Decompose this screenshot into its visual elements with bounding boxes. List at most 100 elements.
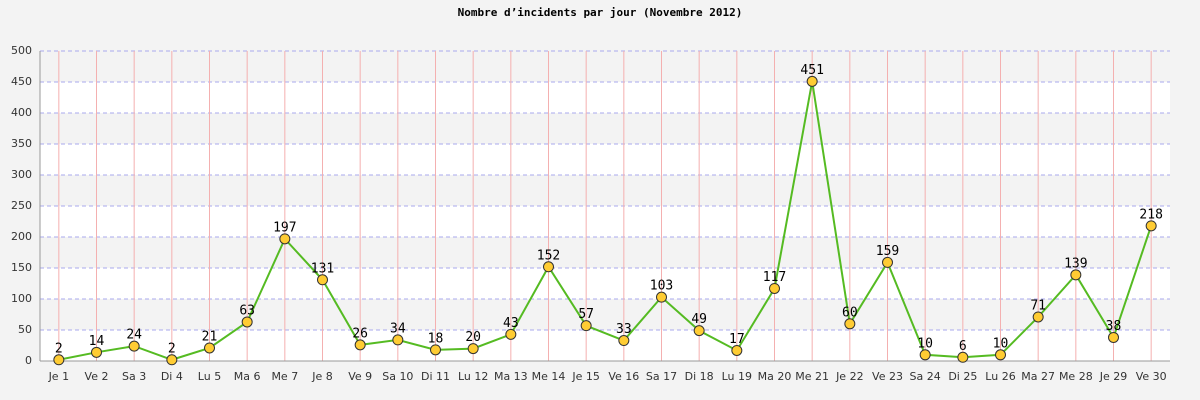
- x-tick-label: Ma 27: [1021, 370, 1055, 383]
- x-tick-label: Ma 13: [494, 370, 528, 383]
- value-label: 10: [993, 336, 1009, 351]
- value-label: 33: [616, 322, 632, 337]
- y-tick-label: 200: [11, 230, 32, 243]
- value-label: 451: [800, 63, 823, 78]
- x-tick-label: Di 25: [948, 370, 977, 383]
- y-tick-label: 50: [18, 323, 32, 336]
- marker: [543, 261, 554, 273]
- x-tick-label: Lu 19: [722, 370, 752, 383]
- value-label: 139: [1064, 256, 1087, 271]
- value-label: 103: [650, 279, 673, 294]
- marker: [618, 335, 630, 347]
- marker: [53, 354, 65, 366]
- plot-band: [40, 51, 1170, 82]
- line: [58, 81, 1153, 361]
- y-tick-label: 300: [11, 168, 32, 181]
- x-tick-label: Sa 10: [382, 370, 413, 383]
- plot-band: [40, 206, 1170, 237]
- x-tick-label: Sa 17: [646, 370, 677, 383]
- y-tick-label: 100: [11, 292, 32, 305]
- marker: [769, 282, 780, 294]
- y-tick-label: 500: [11, 44, 32, 57]
- x-tick-label: Ve 16: [608, 370, 639, 383]
- x-tick-label: Di 18: [685, 370, 714, 383]
- chart-title: Nombre d’incidents par jour (Novembre 20…: [458, 6, 743, 19]
- x-tick-label: Ve 2: [85, 370, 109, 383]
- value-label: 21: [202, 329, 218, 344]
- y-tick-label: 0: [25, 354, 32, 367]
- x-tick-label: Je 1: [48, 370, 70, 383]
- marker: [128, 340, 140, 352]
- x-tick-label: Je 15: [571, 370, 600, 383]
- value-label: 197: [273, 220, 296, 235]
- value-label: 18: [428, 331, 444, 346]
- plot-band: [40, 144, 1170, 175]
- x-tick-label: Me 14: [532, 370, 566, 383]
- x-tick-label: Ve 23: [872, 370, 903, 383]
- marker: [882, 256, 893, 268]
- value-label: 63: [239, 303, 255, 318]
- x-tick-label: Me 7: [271, 370, 298, 383]
- marker: [241, 316, 253, 328]
- y-tick-label: 250: [11, 199, 32, 212]
- x-tick-label: Je 22: [835, 370, 864, 383]
- marker: [580, 320, 592, 332]
- marker: [844, 318, 856, 330]
- marker: [279, 233, 291, 245]
- plot-band: [40, 299, 1170, 330]
- x-tick-label: Je 8: [311, 370, 333, 383]
- x-tick-label: Di 11: [421, 370, 450, 383]
- x-tick-label: Je 29: [1099, 370, 1128, 383]
- marker: [919, 349, 931, 361]
- x-tick-label: Di 4: [161, 370, 183, 383]
- plot-band: [40, 113, 1170, 144]
- value-label: 6: [959, 339, 967, 354]
- plot-band: [40, 268, 1170, 299]
- marker: [995, 349, 1006, 361]
- value-label: 20: [465, 330, 481, 345]
- plot-band: [40, 82, 1170, 113]
- marker: [204, 342, 215, 354]
- value-label: 2: [168, 341, 176, 356]
- marker: [430, 344, 441, 356]
- marker: [467, 343, 479, 355]
- marker: [354, 339, 366, 351]
- x-tick-label: Me 21: [795, 370, 829, 383]
- y-tick-label: 150: [11, 261, 32, 274]
- value-label: 14: [89, 334, 105, 349]
- value-label: 17: [729, 332, 745, 347]
- x-tick-label: Sa 24: [910, 370, 941, 383]
- value-label: 26: [352, 326, 368, 341]
- marker: [91, 346, 102, 358]
- x-tick-label: Lu 5: [198, 370, 221, 383]
- value-label: 49: [691, 312, 707, 327]
- x-tick-label: Ve 30: [1136, 370, 1167, 383]
- y-tick-label: 350: [11, 137, 32, 150]
- x-tick-label: Me 28: [1059, 370, 1093, 383]
- value-label: 60: [842, 305, 858, 320]
- y-tick-label: 450: [11, 75, 32, 88]
- plot-band: [40, 175, 1170, 206]
- marker: [166, 354, 178, 366]
- value-label: 117: [763, 270, 786, 285]
- marker: [693, 325, 705, 337]
- x-tick-label: Ma 6: [234, 370, 261, 383]
- marker: [505, 328, 517, 340]
- plot-band: [40, 237, 1170, 268]
- marker: [317, 274, 328, 286]
- value-label: 131: [311, 261, 334, 276]
- value-label: 24: [126, 328, 142, 343]
- marker: [1070, 269, 1082, 281]
- value-label: 38: [1106, 319, 1122, 334]
- marker: [656, 291, 667, 303]
- value-label: 152: [537, 248, 560, 263]
- value-label: 43: [503, 316, 519, 331]
- value-label: 10: [917, 336, 933, 351]
- marker: [1145, 220, 1157, 232]
- value-label: 57: [578, 307, 594, 322]
- x-tick-label: Ma 20: [758, 370, 792, 383]
- marker: [1032, 311, 1044, 323]
- marker: [392, 334, 404, 346]
- x-tick-label: Lu 26: [985, 370, 1015, 383]
